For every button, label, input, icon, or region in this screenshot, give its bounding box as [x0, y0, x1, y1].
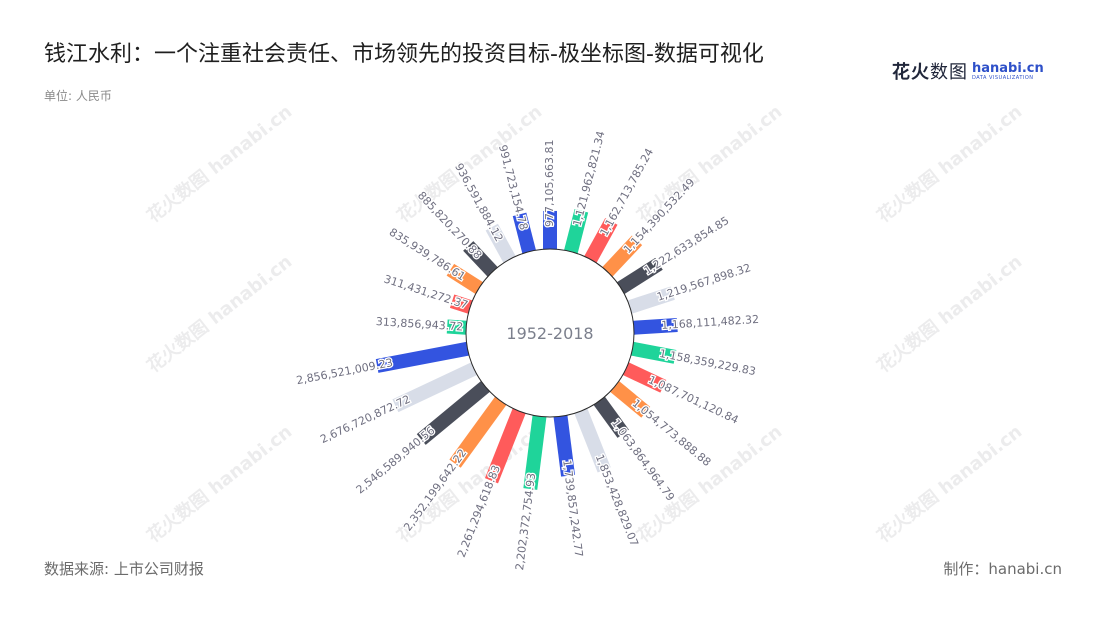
polar-bar — [392, 359, 483, 413]
polar-bar — [375, 340, 475, 373]
polar-bar — [617, 359, 667, 393]
bar-value-label: 1,219,567,898.32 — [655, 261, 752, 304]
bar-value-label: 977,105,663.81 — [543, 139, 556, 226]
polar-bar — [605, 377, 651, 418]
center-label: 1952-2018 — [506, 324, 593, 343]
chart-title: 钱江水利：一个注重社会责任、市场领先的投资目标-极坐标图-数据可视化 — [44, 42, 764, 67]
logo-en-text: hanabi.cn DATA VISUALIZATION — [972, 60, 1044, 81]
bar-value-label: 2,352,199,642.22 — [401, 447, 469, 534]
bar-value-label: 1,739,857,242.77 — [560, 459, 585, 558]
bar-value-label: 2,676,720,872.72 — [318, 393, 412, 446]
bar-value-label: 991,723,154.78 — [496, 143, 530, 231]
polar-bar — [590, 391, 629, 438]
unit-label: 单位: 人民币 — [44, 89, 112, 103]
credit: 制作：hanabi.cn — [943, 560, 1062, 578]
polar-bar — [416, 377, 495, 445]
polar-bar — [485, 223, 519, 269]
data-source: 数据来源: 上市公司财报 — [44, 560, 204, 578]
polar-bar — [523, 409, 548, 490]
bar-value-label: 1,853,428,829.07 — [593, 452, 641, 548]
polar-bar — [512, 212, 538, 260]
bar-value-label: 2,202,372,754.93 — [513, 472, 538, 571]
inner-circle — [465, 248, 635, 418]
bar-value-label: 2,856,521,009.23 — [295, 356, 394, 387]
polar-bar — [562, 209, 589, 260]
polar-bar — [446, 263, 488, 298]
polar-bar — [625, 340, 677, 364]
brand-logo[interactable]: 花火数图 hanabi.cn DATA VISUALIZATION — [892, 58, 1044, 84]
polar-bar — [612, 257, 663, 298]
polar-bar — [598, 235, 643, 281]
polar-bar — [572, 402, 611, 473]
polar-bar — [543, 210, 557, 255]
polar-bar — [449, 391, 510, 468]
bar-value-label: 1,121,962,821.34 — [571, 130, 608, 228]
bar-value-label: 1,158,359,229.83 — [658, 347, 757, 378]
bar-value-label: 2,261,294,618.83 — [455, 463, 503, 559]
polar-bar — [627, 318, 678, 336]
polar-bar — [622, 286, 675, 316]
polar-bar — [484, 402, 528, 484]
polar-bar — [463, 241, 502, 281]
polar-bar — [581, 218, 618, 269]
logo-cn-text: 花火数图 — [892, 62, 968, 83]
bar-value-label: 1,168,111,482.32 — [661, 313, 760, 332]
polar-bar — [552, 409, 575, 477]
bar-value-label: 313,856,943.72 — [375, 315, 463, 333]
bar-value-label: 2,546,589,940.56 — [354, 424, 438, 496]
